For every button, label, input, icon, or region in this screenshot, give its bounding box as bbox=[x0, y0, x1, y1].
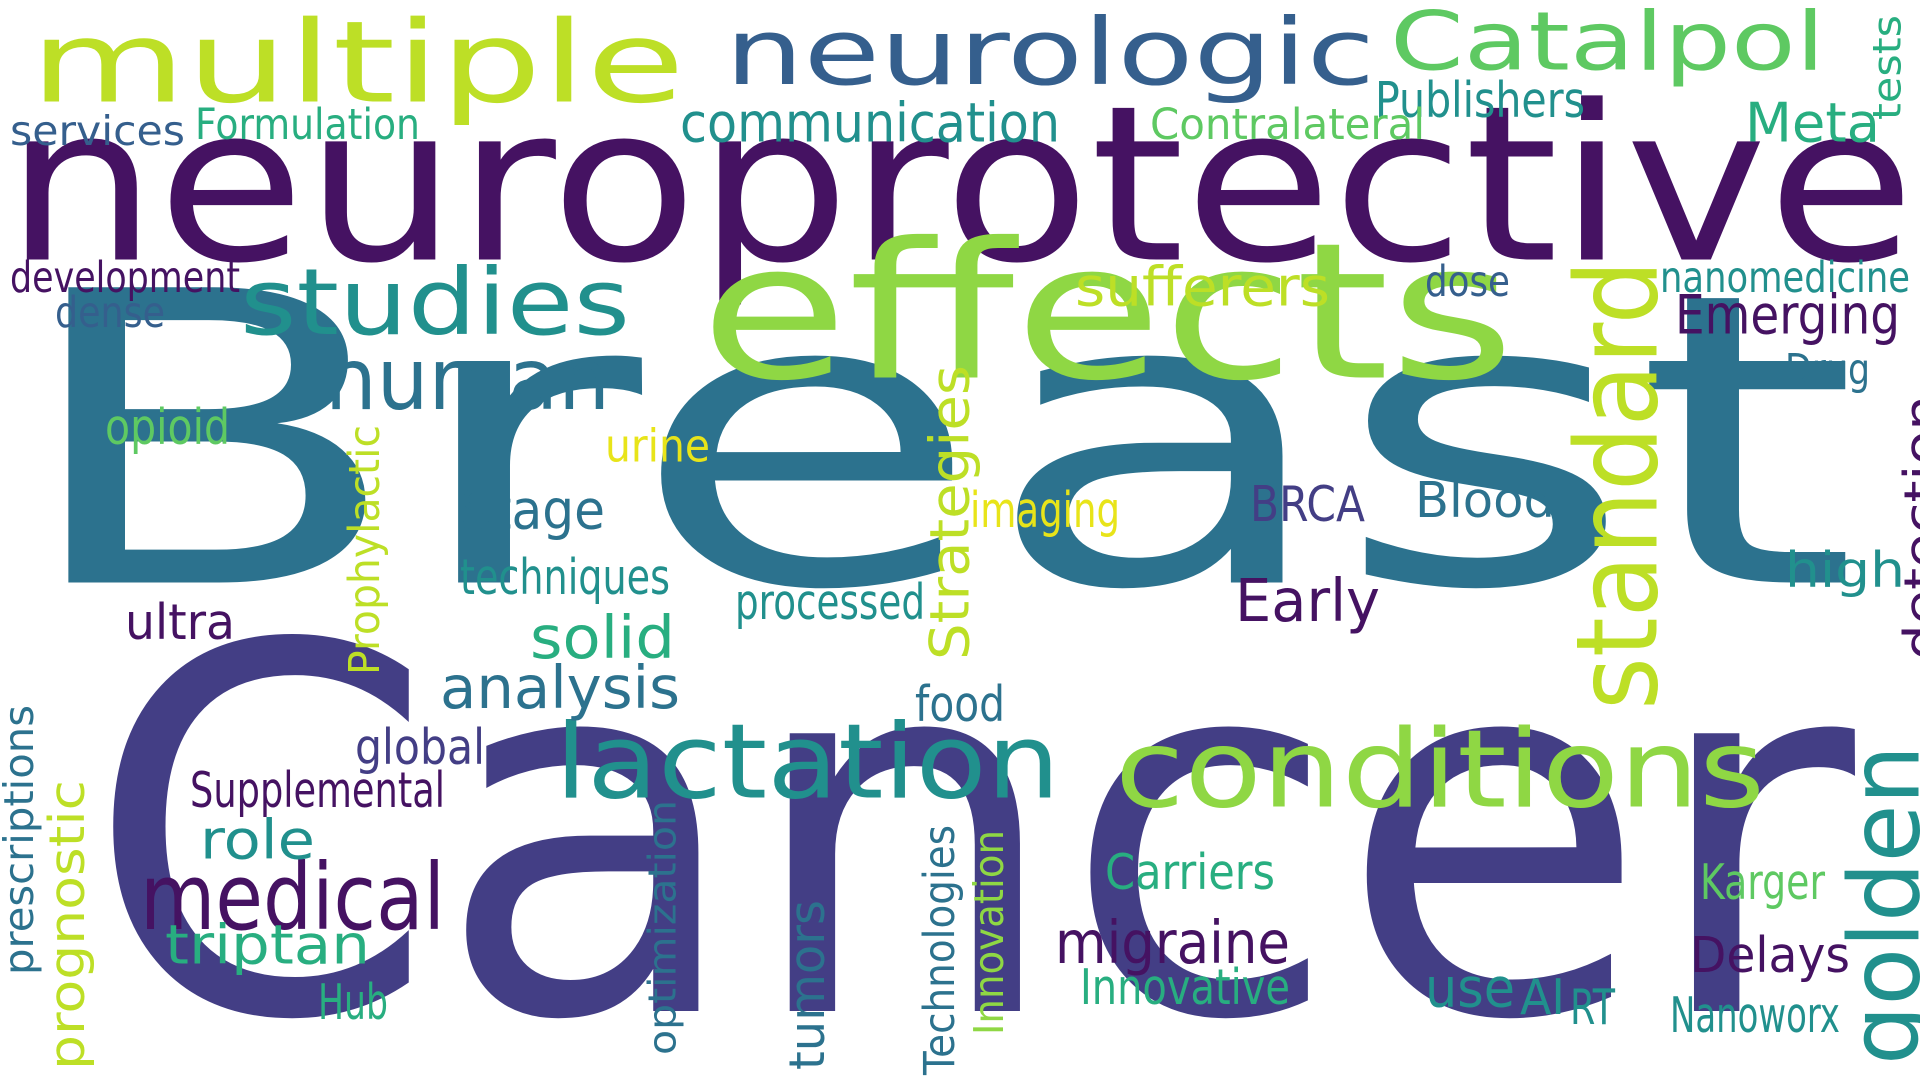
cloud-word: neuroprotective bbox=[5, 60, 1915, 311]
cloud-word: medical bbox=[140, 844, 445, 951]
cloud-word: golden bbox=[1829, 745, 1920, 1065]
cloud-word: Cancer bbox=[85, 539, 1860, 1080]
cloud-word: Innovation bbox=[965, 830, 1013, 1035]
cloud-word: high bbox=[1785, 542, 1905, 599]
cloud-word: Emerging bbox=[1675, 284, 1900, 347]
cloud-word: global bbox=[355, 719, 485, 776]
cloud-word: Catalpol bbox=[1390, 0, 1825, 90]
cloud-word: sufferers bbox=[1075, 256, 1330, 319]
cloud-word: Strategies bbox=[919, 365, 982, 660]
cloud-word: Contralateral bbox=[1150, 100, 1425, 150]
cloud-word: services bbox=[10, 107, 185, 155]
cloud-word: Hub bbox=[318, 974, 388, 1031]
cloud-word: food bbox=[915, 676, 1005, 733]
cloud-word: Stage bbox=[460, 479, 605, 542]
cloud-word: standard bbox=[1552, 260, 1684, 710]
cloud-word: dose bbox=[1425, 257, 1510, 307]
cloud-word: lactation bbox=[555, 703, 1060, 823]
cloud-word: prognostic bbox=[39, 780, 96, 1070]
cloud-word: Breast bbox=[12, 207, 1859, 679]
cloud-word: role bbox=[200, 809, 315, 872]
cloud-word: Karger bbox=[1700, 854, 1826, 911]
cloud-word: use bbox=[1425, 957, 1515, 1020]
cloud-word: conditions bbox=[1115, 708, 1765, 833]
cloud-word: ultra bbox=[125, 594, 235, 651]
cloud-word: Nanoworx bbox=[1670, 987, 1840, 1044]
cloud-word: urine bbox=[605, 420, 710, 473]
cloud-word: neurologic bbox=[725, 0, 1375, 106]
cloud-word: analysis bbox=[440, 653, 680, 722]
cloud-word: Formulation bbox=[195, 100, 420, 150]
cloud-word: Drug bbox=[1785, 345, 1870, 395]
cloud-word: processed bbox=[735, 574, 925, 631]
cloud-word: Early bbox=[1235, 566, 1380, 635]
cloud-word: human bbox=[325, 330, 610, 430]
cloud-word: tests bbox=[1866, 15, 1911, 120]
cloud-word: effects bbox=[700, 203, 1515, 423]
cloud-word: studies bbox=[240, 249, 630, 356]
cloud-word: Supplemental bbox=[190, 762, 445, 819]
cloud-word: Delays bbox=[1690, 927, 1850, 984]
cloud-word: Technologies bbox=[915, 825, 965, 1076]
cloud-word: Carriers bbox=[1105, 844, 1275, 901]
cloud-word: Publishers bbox=[1375, 72, 1585, 129]
cloud-word: migraine bbox=[1055, 908, 1290, 977]
cloud-word: Prophylactic bbox=[340, 425, 390, 675]
cloud-word: multiple bbox=[30, 0, 685, 129]
cloud-word: RT bbox=[1570, 979, 1616, 1036]
cloud-word: Meta bbox=[1745, 92, 1880, 155]
cloud-word: prescriptions bbox=[0, 705, 43, 975]
cloud-word: AI bbox=[1520, 969, 1565, 1026]
cloud-word: dense bbox=[55, 288, 165, 338]
cloud-word: nanomedicine bbox=[1660, 253, 1910, 303]
cloud-word: triptan bbox=[165, 914, 370, 977]
cloud-word: communication bbox=[680, 92, 1060, 155]
cloud-word: Blood bbox=[1415, 472, 1555, 529]
cloud-word: techniques bbox=[460, 549, 670, 606]
cloud-word: Innovative bbox=[1080, 959, 1290, 1016]
cloud-word: opioid bbox=[105, 399, 230, 456]
cloud-word: development bbox=[10, 253, 240, 303]
cloud-word: BRCA bbox=[1250, 476, 1365, 533]
cloud-word: optimization bbox=[641, 800, 685, 1055]
cloud-word: solid bbox=[530, 603, 675, 672]
cloud-word: imaging bbox=[970, 482, 1120, 539]
cloud-word: detection bbox=[1894, 395, 1920, 660]
cloud-word: tumors bbox=[779, 900, 836, 1070]
